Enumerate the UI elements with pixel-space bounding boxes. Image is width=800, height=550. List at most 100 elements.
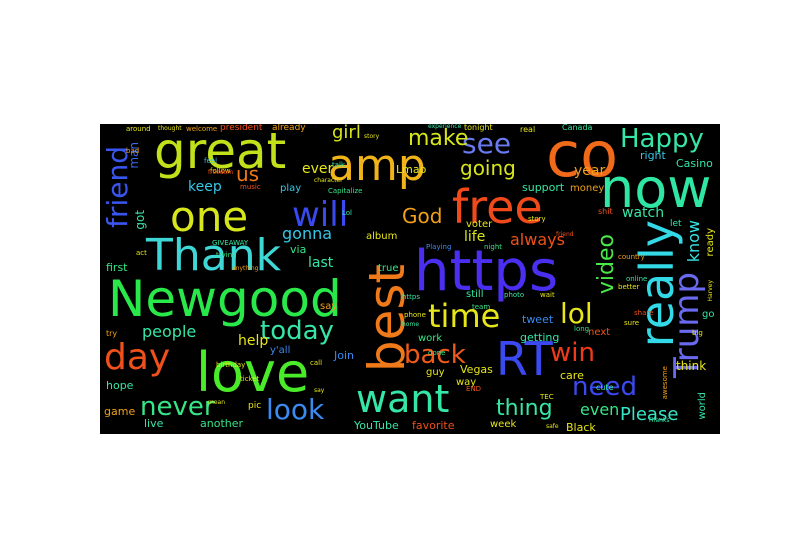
word-thing: thing <box>496 396 553 421</box>
word-follow: follow <box>210 167 231 175</box>
word-team: team <box>472 303 491 311</box>
word-back: back <box>404 340 466 370</box>
word-newgood: Newgood <box>108 270 342 328</box>
word-safe: safe <box>546 423 559 430</box>
word-thought: thought <box>158 125 182 132</box>
word-home: home <box>402 321 420 328</box>
word-year: year <box>574 163 606 179</box>
word-giveaway: GIVEAWAY <box>212 239 249 247</box>
word-getting: getting <box>520 331 560 344</box>
word-right: right <box>640 149 666 162</box>
word-night: night <box>484 243 503 251</box>
word-awesome: awesome <box>661 366 669 400</box>
word-video: video <box>594 234 619 295</box>
word-wait: wait <box>540 291 555 299</box>
word-vegas: Vegas <box>460 363 493 376</box>
word-work: work <box>418 333 443 344</box>
word-think: think <box>676 359 707 373</box>
word-album: album <box>366 231 398 242</box>
word-capitalize: Capitalize <box>328 187 363 195</box>
word-want: want <box>356 377 450 421</box>
word-still: still <box>466 289 484 300</box>
word-girl: girl <box>332 124 361 143</box>
word-youtube: YouTube <box>354 419 399 432</box>
word-see: see <box>462 127 512 160</box>
word-going: going <box>460 156 516 180</box>
word-casino: Casino <box>676 157 713 170</box>
word-online: online <box>626 275 648 283</box>
word-say: say <box>320 301 338 312</box>
word-ready: ready <box>705 228 716 257</box>
word-president: president <box>220 124 263 133</box>
word-join: Join <box>334 349 355 362</box>
word-rt: RT <box>496 332 553 386</box>
word-call: call <box>310 359 323 367</box>
word-way: way <box>456 377 477 388</box>
word-never: never <box>140 392 215 422</box>
word-go: go <box>702 309 715 320</box>
word-https-small: https <box>402 293 421 301</box>
word-thank: Thank <box>146 230 282 281</box>
word-experience: experience <box>428 124 462 130</box>
word-favorite: favorite <box>412 419 455 432</box>
word-great: great <box>154 124 287 180</box>
word-share: share <box>634 309 654 317</box>
word-anything: anything <box>232 265 259 272</box>
word-free: free <box>452 180 543 234</box>
word-let: let <box>670 219 682 229</box>
word-photo: photo <box>504 291 525 299</box>
word-time: time <box>428 297 501 335</box>
word-story-2: story <box>364 133 380 140</box>
word-first: first <box>106 261 128 274</box>
word-know: know <box>684 220 703 263</box>
word-watch: watch <box>622 205 665 221</box>
word-already: already <box>272 124 306 133</box>
word-today: today <box>260 316 334 346</box>
word-care: care <box>560 369 584 382</box>
word-cute: cute <box>596 383 614 392</box>
word-lol-small: Lol <box>342 209 353 217</box>
word-hope: hope <box>106 379 134 392</box>
word-long: long <box>574 325 590 333</box>
word-please: Please <box>620 404 679 425</box>
word-trying: trying <box>216 251 237 259</box>
word-support: support <box>522 181 565 194</box>
word-pic: pic <box>248 401 262 411</box>
word-game: game <box>104 405 136 418</box>
word-yall: y'all <box>270 345 291 356</box>
word-freedom: freedom <box>208 169 234 176</box>
word-now: now <box>600 157 712 220</box>
word-man: man <box>127 142 141 169</box>
word-need: need <box>572 372 637 402</box>
word-via: via <box>290 243 307 256</box>
word-big: big <box>692 329 703 337</box>
word-friend-small: friend <box>556 231 574 238</box>
word-world: world <box>697 392 708 420</box>
word-gonna: gonna <box>282 224 333 243</box>
word-around: around <box>126 125 151 133</box>
word-last: last <box>308 255 334 271</box>
word-mean: mean <box>208 399 226 406</box>
word-real: real <box>520 125 536 134</box>
word-true: true <box>378 263 399 274</box>
word-next: next <box>588 327 611 338</box>
word-look: look <box>266 393 325 426</box>
word-day: day <box>104 337 171 378</box>
word-feel: feel <box>204 157 218 165</box>
word-https: https <box>414 239 559 304</box>
word-keep: keep <box>188 179 222 195</box>
word-one: one <box>170 192 249 241</box>
word-us: us <box>236 162 260 186</box>
word-tweet: tweet <box>522 313 554 326</box>
word-people: people <box>142 322 197 341</box>
word-welcome: welcome <box>186 125 218 133</box>
word-another: another <box>200 417 244 430</box>
word-will: will <box>292 195 349 235</box>
word-try: try <box>106 329 118 338</box>
word-shit: shit <box>598 207 613 216</box>
word-music: music <box>240 183 261 191</box>
word-week: week <box>490 419 517 430</box>
word-cloud: https great amp co now Newgood love best… <box>100 124 720 434</box>
word-guy: guy <box>426 367 445 378</box>
word-ticket: ticket <box>240 375 260 383</box>
